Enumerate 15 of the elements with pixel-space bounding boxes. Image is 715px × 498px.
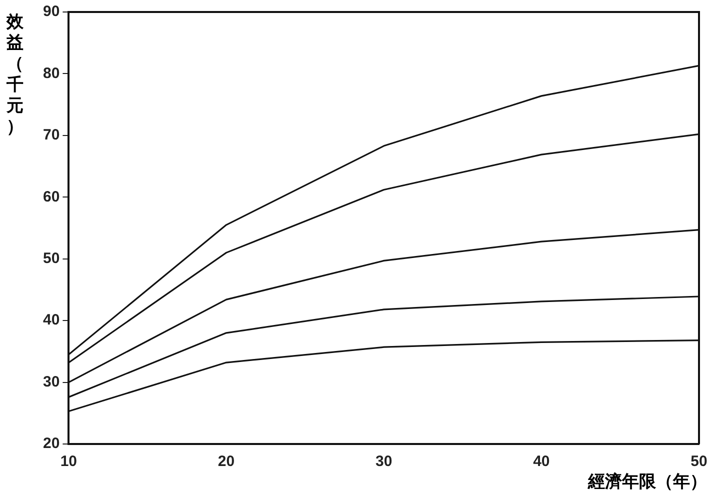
x-tick-label: 50: [690, 453, 708, 470]
y-tick-label: 30: [42, 373, 60, 390]
y-axis-title: 效益（千元）: [6, 12, 24, 138]
y-tick-label: 80: [42, 64, 60, 82]
y-tick-label: 20: [42, 435, 60, 452]
y-tick-label: 70: [42, 126, 60, 144]
x-axis-title: 經濟年限（年）: [588, 471, 707, 493]
x-tick-label: 40: [533, 453, 550, 470]
y-tick-label: 50: [42, 250, 60, 267]
y-tick-label: 60: [42, 188, 60, 206]
x-tick-label: 20: [218, 453, 235, 470]
x-tick-label: 30: [376, 453, 392, 470]
x-tick-label: 10: [60, 453, 78, 470]
y-tick-label: 90: [42, 3, 60, 20]
y-tick-label: 40: [42, 312, 60, 329]
